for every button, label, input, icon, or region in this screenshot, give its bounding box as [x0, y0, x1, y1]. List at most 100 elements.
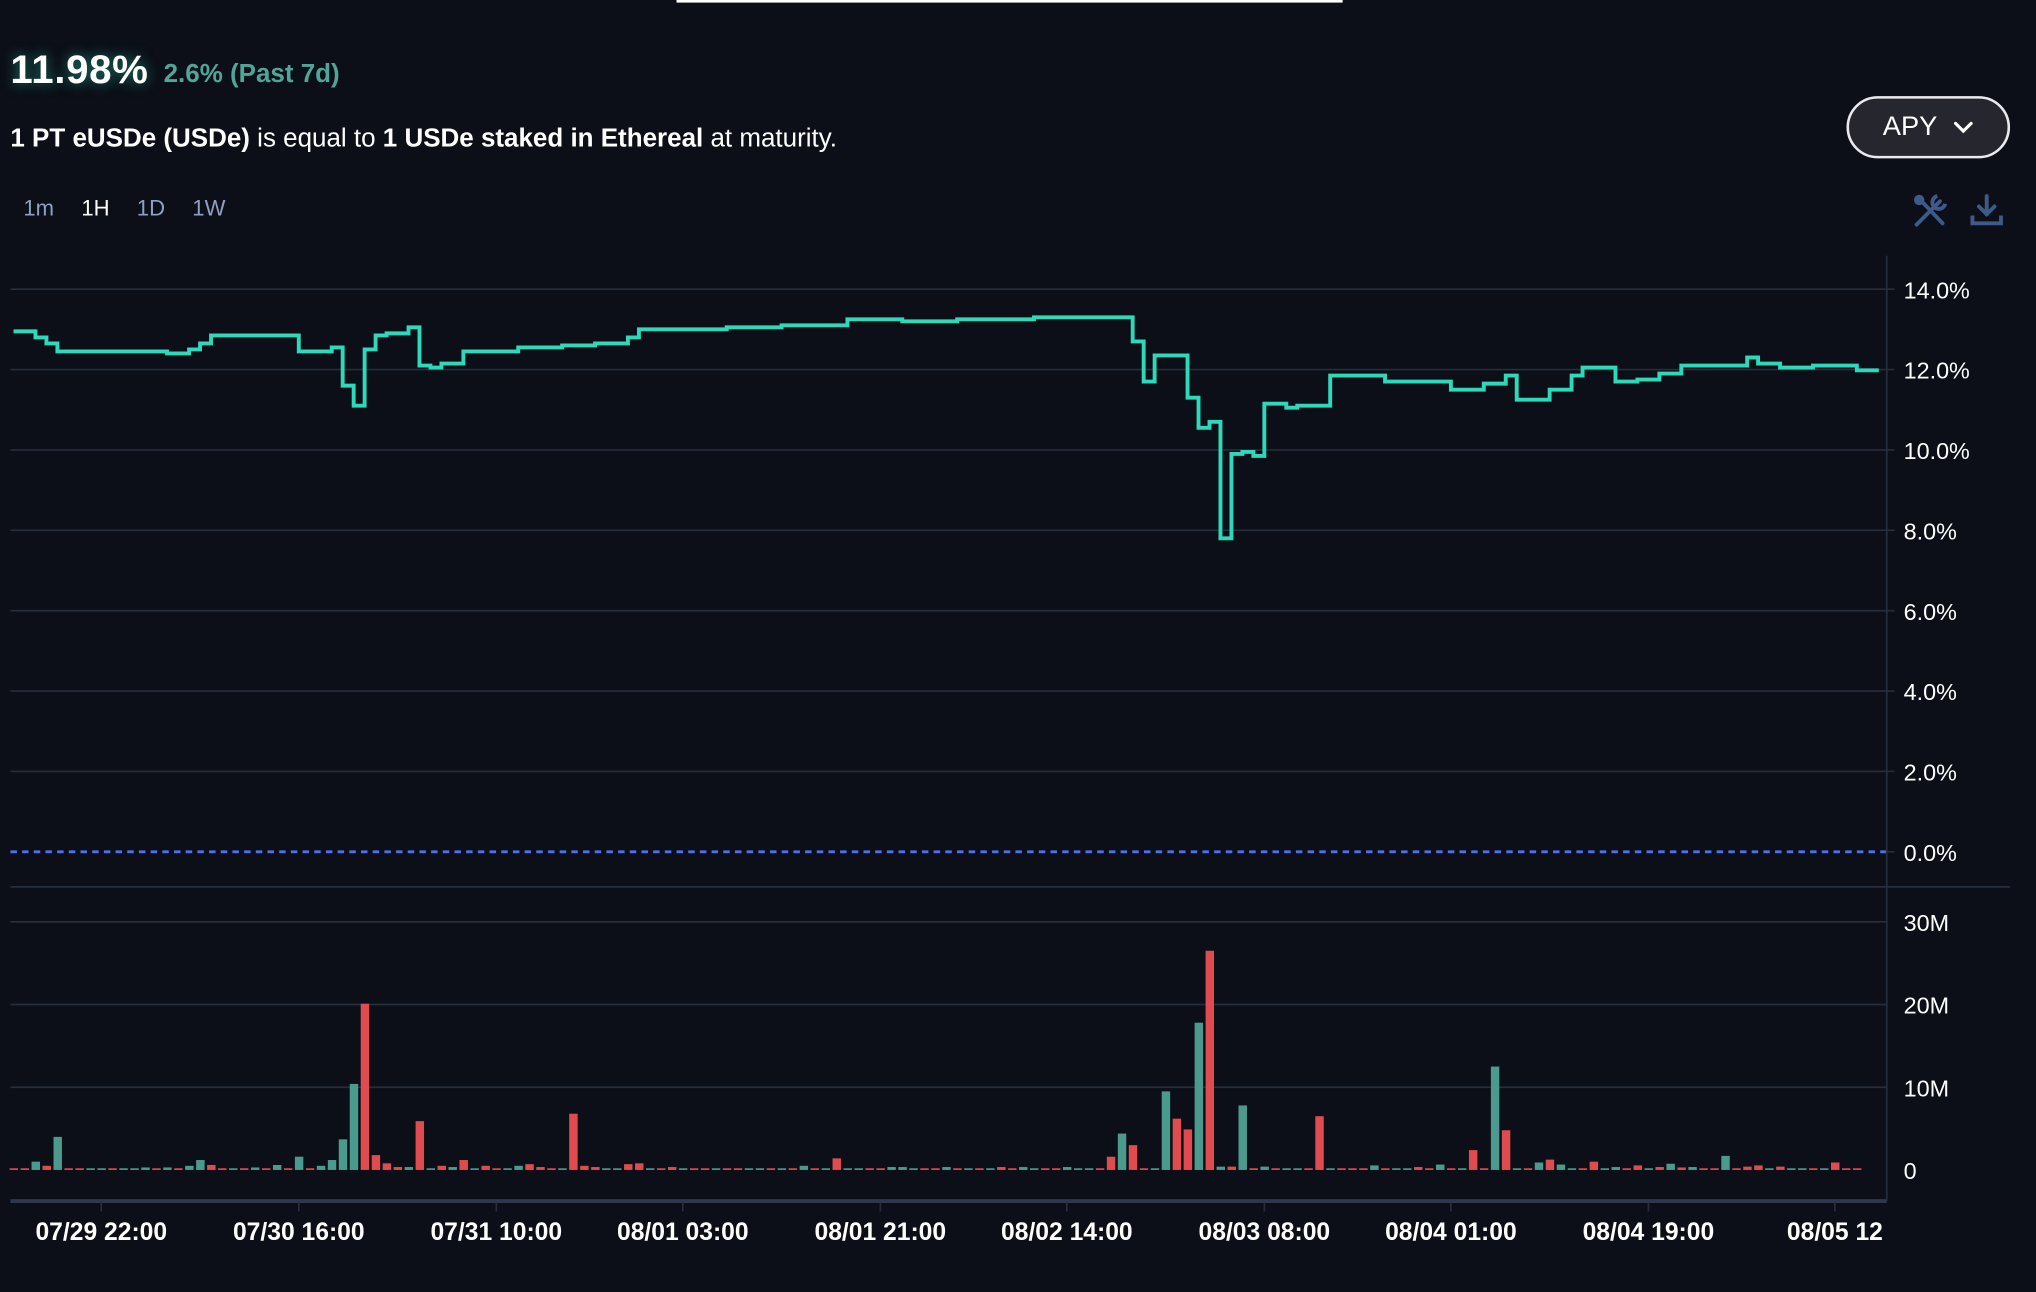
- volume-bar: [689, 1168, 699, 1170]
- volume-bar: [1062, 1167, 1072, 1170]
- tools-icon[interactable]: [1911, 192, 1948, 228]
- volume-bar: [514, 1165, 523, 1170]
- volume-bar: [1666, 1163, 1675, 1170]
- volume-bar: [931, 1168, 940, 1170]
- volume-bar: [744, 1168, 754, 1170]
- x-axis-label: 08/05 12: [1787, 1219, 1883, 1246]
- interval-1w[interactable]: 1W: [192, 196, 226, 221]
- volume-bar: [920, 1168, 929, 1170]
- volume-bar: [31, 1161, 40, 1170]
- x-axis-label: 08/01 21:00: [815, 1219, 947, 1246]
- volume-bar: [887, 1167, 896, 1170]
- volume-bar: [492, 1168, 501, 1170]
- volume-bar: [1128, 1145, 1138, 1170]
- volume-bar: [1073, 1168, 1083, 1170]
- volume-bar: [305, 1168, 315, 1170]
- volume-bar: [1381, 1168, 1390, 1170]
- volume-bar: [1545, 1159, 1555, 1170]
- volume-bar: [1732, 1168, 1741, 1170]
- volume-bar: [1567, 1168, 1577, 1170]
- volume-bar: [876, 1168, 885, 1170]
- top-edge-element: [676, 0, 1343, 3]
- volume-bar: [1633, 1165, 1642, 1170]
- volume-bar: [97, 1168, 106, 1170]
- interval-1h[interactable]: 1H: [81, 196, 110, 221]
- volume-bar: [141, 1167, 150, 1170]
- volume-axis-label: 30M: [1904, 910, 1949, 936]
- download-icon[interactable]: [1969, 192, 2005, 228]
- volume-bar: [1238, 1105, 1247, 1170]
- price-axis-label: 14.0%: [1904, 277, 1970, 303]
- desc-underlying: 1 USDe staked in Ethereal: [382, 124, 704, 154]
- volume-bar: [42, 1165, 51, 1170]
- volume-bar: [700, 1168, 710, 1170]
- volume-bar: [185, 1165, 194, 1170]
- volume-bar: [953, 1168, 962, 1170]
- volume-bar: [547, 1168, 556, 1170]
- volume-bar: [1512, 1168, 1522, 1170]
- volume-bar: [240, 1168, 249, 1170]
- volume-bar: [997, 1167, 1006, 1170]
- volume-bar: [865, 1168, 874, 1170]
- volume-bar: [909, 1168, 918, 1170]
- volume-bar: [470, 1168, 479, 1170]
- volume-bar: [360, 1003, 370, 1170]
- price-axis-label: 12.0%: [1904, 358, 1970, 384]
- volume-bar: [448, 1167, 457, 1170]
- volume-bar: [1095, 1168, 1105, 1170]
- x-axis-label: 08/04 19:00: [1583, 1219, 1715, 1246]
- volume-bar: [1205, 950, 1215, 1170]
- volume-bar: [1589, 1161, 1599, 1170]
- interval-1d[interactable]: 1D: [136, 196, 166, 221]
- volume-bar: [964, 1168, 973, 1170]
- price-axis-label: 4.0%: [1904, 679, 1957, 705]
- volume-bar: [525, 1164, 534, 1170]
- volume-bar: [1117, 1133, 1127, 1170]
- volume-bar: [207, 1164, 216, 1170]
- volume-bar: [656, 1168, 666, 1170]
- volume-axis-label: 10M: [1904, 1075, 1949, 1101]
- volume-bar: [558, 1168, 567, 1170]
- volume-bar: [1359, 1168, 1368, 1170]
- price-axis-label: 0.0%: [1904, 840, 1957, 866]
- volume-bar: [667, 1167, 677, 1170]
- volume-bar: [316, 1165, 326, 1170]
- volume-bar: [1655, 1167, 1664, 1170]
- volume-bar: [755, 1168, 765, 1170]
- volume-bar: [1403, 1168, 1412, 1170]
- volume-bar: [1370, 1165, 1379, 1170]
- volume-bar: [229, 1168, 238, 1170]
- interval-1m[interactable]: 1m: [23, 196, 55, 221]
- volume-bar: [1820, 1168, 1829, 1170]
- x-axis-label: 07/29 22:00: [35, 1219, 167, 1246]
- volume-bar: [459, 1160, 468, 1170]
- x-axis-label: 08/03 08:00: [1199, 1219, 1331, 1246]
- volume-bar: [152, 1168, 161, 1170]
- volume-bar: [678, 1168, 688, 1170]
- price-axis-label: 6.0%: [1904, 599, 1957, 625]
- volume-bar: [174, 1168, 183, 1170]
- volume-bar: [777, 1168, 787, 1170]
- price-axis-label: 10.0%: [1904, 438, 1970, 464]
- metric-dropdown[interactable]: APY: [1846, 96, 2011, 159]
- volume-bar: [1414, 1167, 1423, 1170]
- volume-bar: [646, 1168, 655, 1170]
- volume-bar: [86, 1168, 95, 1170]
- volume-bar: [1578, 1168, 1588, 1170]
- volume-bar: [602, 1168, 611, 1170]
- volume-bar: [580, 1165, 589, 1170]
- volume-bar: [1776, 1166, 1785, 1170]
- volume-bar: [1304, 1168, 1313, 1170]
- volume-bar: [382, 1163, 392, 1170]
- volume-bar: [1084, 1168, 1094, 1170]
- volume-bar: [1809, 1168, 1818, 1170]
- volume-bar: [1150, 1168, 1160, 1170]
- volume-bar: [1457, 1168, 1467, 1170]
- volume-bar: [1622, 1168, 1631, 1170]
- volume-bar: [1699, 1168, 1708, 1170]
- volume-bar: [1161, 1091, 1171, 1170]
- volume-bar: [1315, 1116, 1324, 1170]
- volume-bar: [536, 1167, 545, 1170]
